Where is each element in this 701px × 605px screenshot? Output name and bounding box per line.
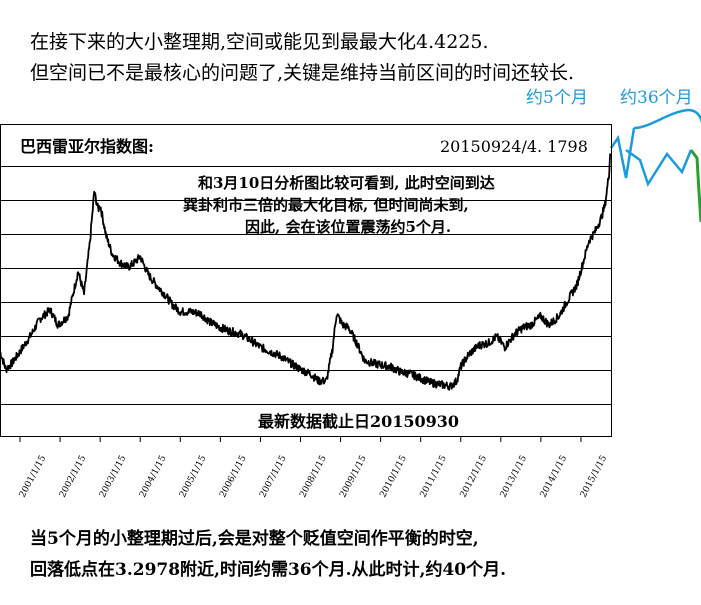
x-tick-label-2007: 2007/1/15 [258, 454, 289, 500]
annotation-line-2: 巽卦利市三倍的最大化目标, 但时间尚未到, [183, 196, 469, 214]
x-tick-label-2006: 2006/1/15 [218, 454, 249, 500]
x-tick-label-2005: 2005/1/15 [178, 454, 209, 500]
price-line [0, 153, 612, 391]
chart-canvas: 2001/1/15 2002/1/15 2003/1/15 2004/1/15 2005… [0, 124, 612, 500]
grid-lines [0, 124, 612, 437]
x-axis-tick-labels: 2001/1/15 2002/1/15 2003/1/15 2004/1/15 2005… [18, 436, 610, 500]
brl-index-chart: 2001/1/15 2002/1/15 2003/1/15 2004/1/15 2005… [0, 124, 612, 502]
x-tick-label-2015: 2015/1/15 [579, 454, 610, 500]
latest-value-label: 20150924/4. 1798 [440, 137, 588, 156]
top-commentary-line-1: 在接下来的大小整理期,空间或能见到最最大化4.4225. [30, 31, 489, 53]
label-thirty-six-months: 约36个月 [620, 88, 693, 108]
x-tick-label-2003: 2003/1/15 [98, 454, 129, 500]
label-five-months: 约5个月 [526, 88, 588, 108]
x-tick-label-2008: 2008/1/15 [298, 454, 329, 500]
top-commentary: 在接下来的大小整理期,空间或能见到最最大化4.4225. 但空间已不是最核心的问… [30, 27, 574, 89]
x-tick-label-2012: 2012/1/15 [459, 454, 490, 500]
x-tick-label-2004: 2004/1/15 [138, 454, 169, 500]
forecast-thirty-six-month-swing [633, 108, 701, 130]
top-commentary-line-2: 但空间已不是最核心的问题了,关键是维持当前区间的时间还较长. [30, 62, 575, 84]
x-tick-label-2002: 2002/1/15 [58, 454, 89, 500]
forecast-decline-line [689, 149, 701, 223]
x-tick-label-2013: 2013/1/15 [499, 454, 530, 500]
x-tick-label-2014: 2014/1/15 [539, 454, 570, 500]
annotation-line-3: 因此, 会在该位置震荡约5个月. [245, 218, 451, 236]
bottom-commentary-line-2: 回落低点在3.2978附近,时间约需36个月.从此时计,约40个月. [30, 560, 507, 580]
chart-frame [0, 124, 612, 437]
forecast-rebound-wave [625, 148, 693, 187]
x-tick-label-2001: 2001/1/15 [18, 454, 49, 500]
bottom-commentary: 当5个月的小整理期过后,会是对整个贬值空间作平衡的时空, 回落低点在3.2978… [30, 524, 506, 586]
data-cutoff-label: 最新数据截止日20150930 [258, 412, 459, 431]
annotation-line-1: 和3月10日分析图比较可看到, 此时空间到达 [198, 174, 495, 192]
x-tick-label-2011: 2011/1/15 [419, 454, 450, 500]
x-tick-label-2010: 2010/1/15 [378, 454, 409, 500]
bottom-commentary-line-1: 当5个月的小整理期过后,会是对整个贬值空间作平衡的时空, [30, 529, 479, 549]
x-tick-label-2009: 2009/1/15 [338, 454, 369, 500]
chart-title: 巴西雷亚尔指数图: [20, 137, 154, 156]
price-series [0, 153, 612, 391]
